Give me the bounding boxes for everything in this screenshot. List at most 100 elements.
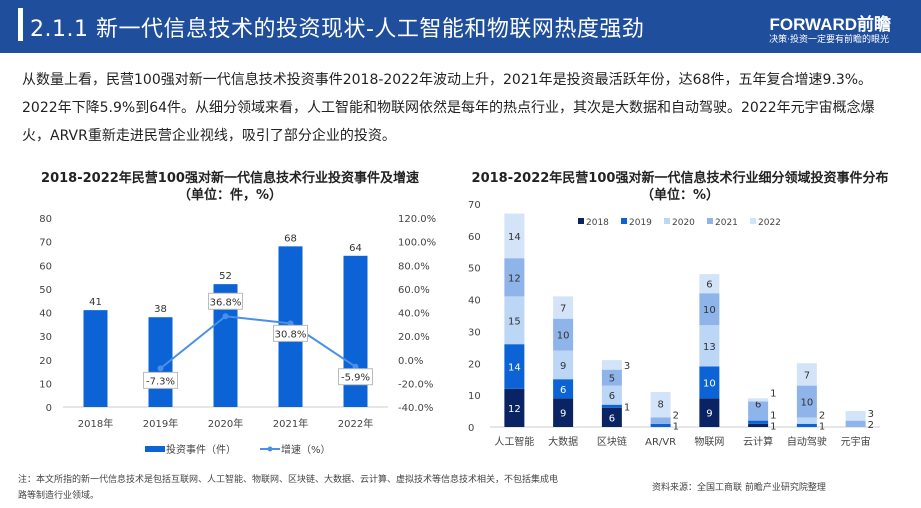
stacked-segment: [553, 398, 574, 427]
y-tick-label: 50: [468, 264, 481, 275]
x-tick-label: 2020年: [208, 417, 243, 430]
right-chart-title: 2018-2022年民营100强对新一代信息技术行业细分领域投资事件分布（单位：…: [471, 171, 889, 203]
segment-label: 12: [508, 273, 521, 284]
x-tick-label: 大数据: [548, 435, 578, 448]
segment-label: 14: [508, 232, 521, 243]
segment-label: 2: [673, 410, 679, 421]
segment-label: 1: [819, 421, 825, 432]
segment-label: 15: [508, 316, 521, 327]
header-banner: 2.1.1 新一代信息技术的投资现状-人工智能和物联网热度强劲 FORWARD前…: [0, 0, 921, 53]
growth-label: 30.8%: [275, 329, 307, 340]
x-tick-label: 云计算: [743, 435, 773, 448]
y-tick-label: 80: [39, 214, 52, 225]
segment-label: 6: [560, 385, 566, 396]
stacked-segment: [601, 407, 622, 427]
y-tick-label: 30: [468, 327, 481, 338]
segment-label: 6: [755, 399, 761, 410]
brand-logo: FORWARD前瞻: [769, 15, 891, 34]
growth-label-box: [208, 292, 243, 310]
growth-point: [222, 313, 229, 320]
legend-label: 2018: [586, 218, 609, 228]
y-tick-label: 20: [39, 356, 52, 367]
growth-label-box: [338, 368, 373, 386]
legend-line-marker: [267, 446, 273, 452]
legend-swatch: [664, 218, 670, 224]
stacked-segment: [601, 360, 622, 370]
x-tick-label: AR/VR: [645, 437, 676, 448]
legend-label: 2021: [715, 218, 738, 228]
y2-tick-label: 0.0%: [398, 356, 423, 367]
y-tick-label: 60: [468, 232, 481, 243]
segment-label: 9: [560, 361, 566, 372]
growth-point: [157, 365, 164, 372]
segment-label: 2: [819, 410, 825, 421]
bar-value-label: 68: [284, 233, 297, 244]
stacked-segment: [650, 417, 671, 424]
x-tick-label: 物联网: [694, 435, 724, 448]
growth-line: [159, 315, 357, 370]
x-tick-label: 元宇宙: [841, 435, 871, 448]
segment-label: 1: [673, 421, 679, 432]
segment-label: 2: [868, 420, 874, 431]
bar-value-label: 52: [219, 271, 232, 282]
stacked-segment: [504, 296, 525, 345]
stacked-segment: [650, 391, 671, 418]
stacked-segment: [796, 417, 817, 424]
brand-slogan: 决策·投资一定要有前瞻的眼光: [769, 35, 889, 45]
segment-label: 3: [868, 409, 874, 420]
y2-tick-label: -20.0%: [398, 379, 433, 390]
segment-label: 14: [508, 362, 521, 373]
y2-tick-label: 120.0%: [398, 214, 436, 225]
growth-label: 36.8%: [210, 297, 242, 308]
footnote: 注：本文所指的新一代信息技术是包括互联网、人工智能、物联网、区块链、大数据、云计…: [18, 475, 559, 501]
bar: [83, 310, 108, 407]
bar-value-label: 64: [349, 243, 362, 254]
legend-swatch: [707, 218, 713, 224]
title-accent-bar: [18, 8, 23, 41]
growth-label: -7.3%: [146, 376, 175, 387]
legend-swatch: [750, 218, 756, 224]
page-title: 2.1.1 新一代信息技术的投资现状-人工智能和物联网热度强劲: [30, 17, 645, 42]
stacked-segment: [845, 411, 866, 421]
segment-label: 13: [703, 342, 716, 353]
legend-bar-label: 投资事件（件）: [166, 443, 236, 456]
x-tick-label: 自动驾驶: [787, 435, 827, 448]
segment-label: 6: [609, 413, 615, 424]
y-tick-label: 50: [39, 285, 52, 296]
stacked-segment: [748, 423, 769, 427]
segment-label: 7: [560, 304, 566, 315]
segment-label: 1: [770, 410, 776, 421]
y-tick-label: 40: [468, 296, 481, 307]
legend-label: 2022: [758, 218, 781, 228]
stacked-segment: [796, 423, 817, 427]
segment-label: 5: [609, 374, 615, 385]
y-tick-label: 0: [468, 423, 474, 434]
y-tick-label: 40: [39, 309, 52, 320]
segment-label: 10: [557, 331, 570, 342]
y-tick-label: 60: [39, 261, 52, 272]
stacked-segment: [796, 385, 817, 418]
x-tick-label: 2022年: [338, 417, 373, 430]
y2-tick-label: 20.0%: [398, 332, 430, 343]
x-tick-label: 区块链: [597, 435, 627, 448]
segment-label: 8: [657, 399, 663, 410]
legend-swatch: [578, 218, 584, 224]
stacked-segment: [699, 366, 720, 399]
stacked-segment: [699, 293, 720, 326]
bar-value-label: 41: [89, 297, 102, 308]
growth-label-box: [143, 371, 178, 389]
stacked-segment: [748, 420, 769, 424]
segment-label: 3: [624, 361, 630, 372]
legend-swatch: [621, 218, 627, 224]
x-tick-label: 人工智能: [494, 435, 534, 448]
stacked-segment: [553, 296, 574, 319]
stacked-segment: [504, 388, 525, 427]
segment-label: 1: [770, 421, 776, 432]
stacked-segment: [845, 420, 866, 427]
y-tick-label: 70: [39, 238, 52, 249]
growth-label-box: [273, 324, 308, 342]
segment-label: 1: [624, 402, 630, 413]
segment-label: 12: [508, 404, 521, 415]
stacked-segment: [699, 325, 720, 367]
